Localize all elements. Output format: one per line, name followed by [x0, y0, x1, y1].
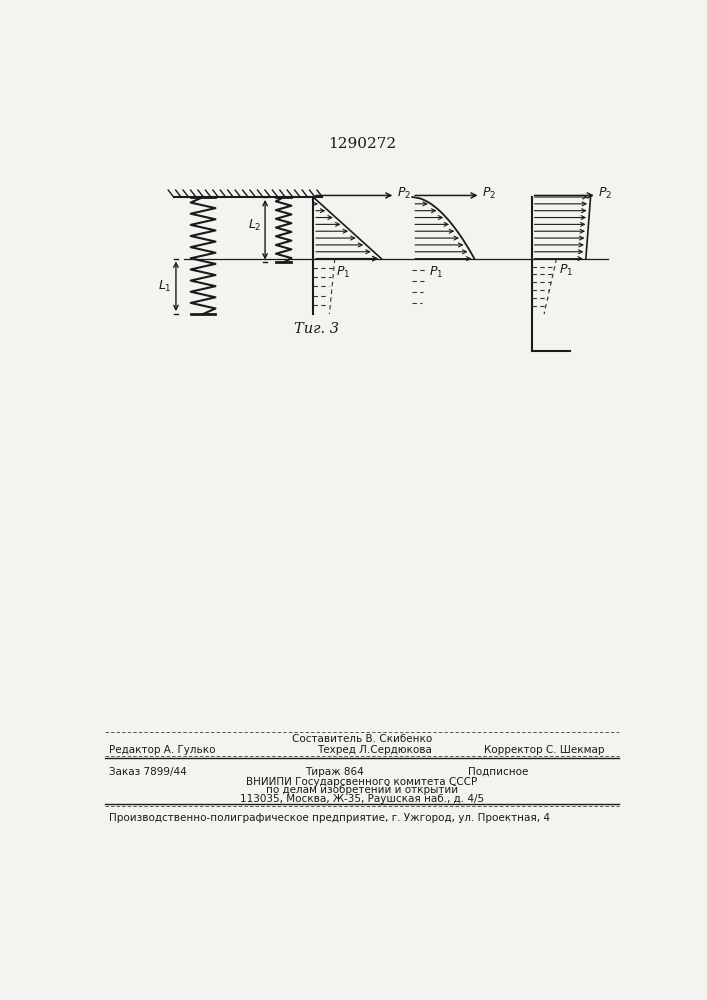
Text: Подписное: Подписное [468, 767, 529, 777]
Text: Заказ 7899/44: Заказ 7899/44 [110, 767, 187, 777]
Text: Тираж 864: Тираж 864 [305, 767, 364, 777]
Text: Производственно-полиграфическое предприятие, г. Ужгород, ул. Проектная, 4: Производственно-полиграфическое предприя… [110, 813, 550, 823]
Text: $L_2$: $L_2$ [247, 218, 261, 233]
Text: 113035, Москва, Ж-35, Раушская наб., д. 4/5: 113035, Москва, Ж-35, Раушская наб., д. … [240, 794, 484, 804]
Text: $P_1$: $P_1$ [337, 265, 351, 280]
Text: Техред Л.Сердюкова: Техред Л.Сердюкова [317, 745, 432, 755]
Text: $P_2$: $P_2$ [482, 186, 496, 201]
Text: Корректор С. Шекмар: Корректор С. Шекмар [484, 745, 604, 755]
Text: по делам изобретений и открытий: по делам изобретений и открытий [266, 785, 458, 795]
Text: $P_2$: $P_2$ [598, 186, 612, 201]
Text: $L_1$: $L_1$ [158, 279, 172, 294]
Text: Составитель В. Скибенко: Составитель В. Скибенко [292, 734, 432, 744]
Text: 1290272: 1290272 [328, 137, 396, 151]
Text: $P_2$: $P_2$ [397, 186, 411, 201]
Text: Редактор А. Гулько: Редактор А. Гулько [110, 745, 216, 755]
Text: Τиг. 3: Τиг. 3 [293, 322, 339, 336]
Text: $P_1$: $P_1$ [559, 263, 573, 278]
Text: ВНИИПИ Государсвенного комитета СССР: ВНИИПИ Государсвенного комитета СССР [246, 777, 477, 787]
Text: $P_1$: $P_1$ [429, 265, 444, 280]
